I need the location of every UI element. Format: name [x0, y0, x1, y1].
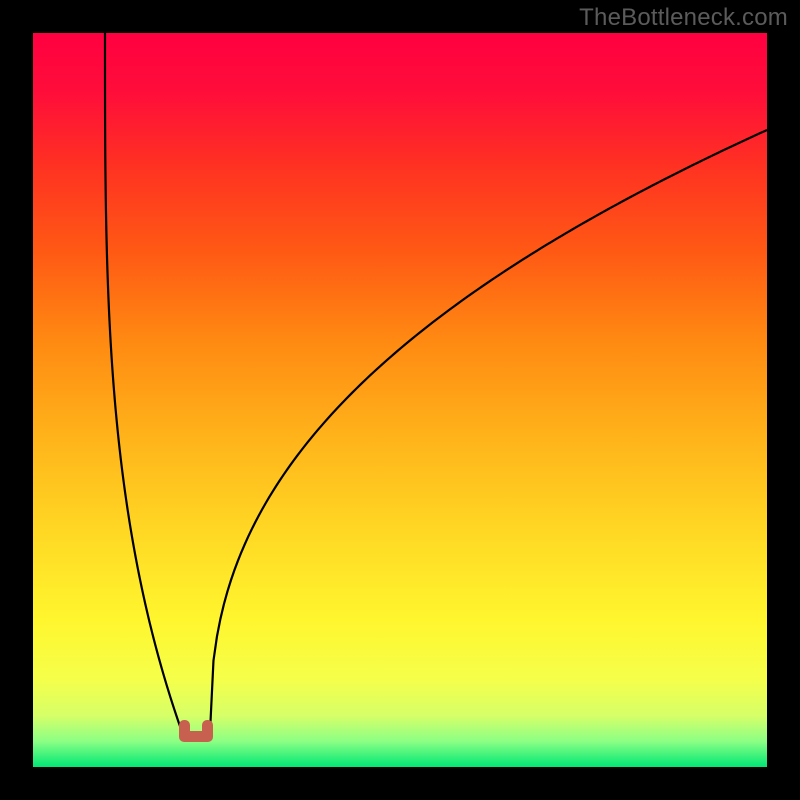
chart-stage: TheBottleneck.com	[0, 0, 800, 800]
plot-area	[33, 33, 767, 767]
gradient-background	[33, 33, 767, 767]
bottleneck-chart	[0, 0, 800, 800]
